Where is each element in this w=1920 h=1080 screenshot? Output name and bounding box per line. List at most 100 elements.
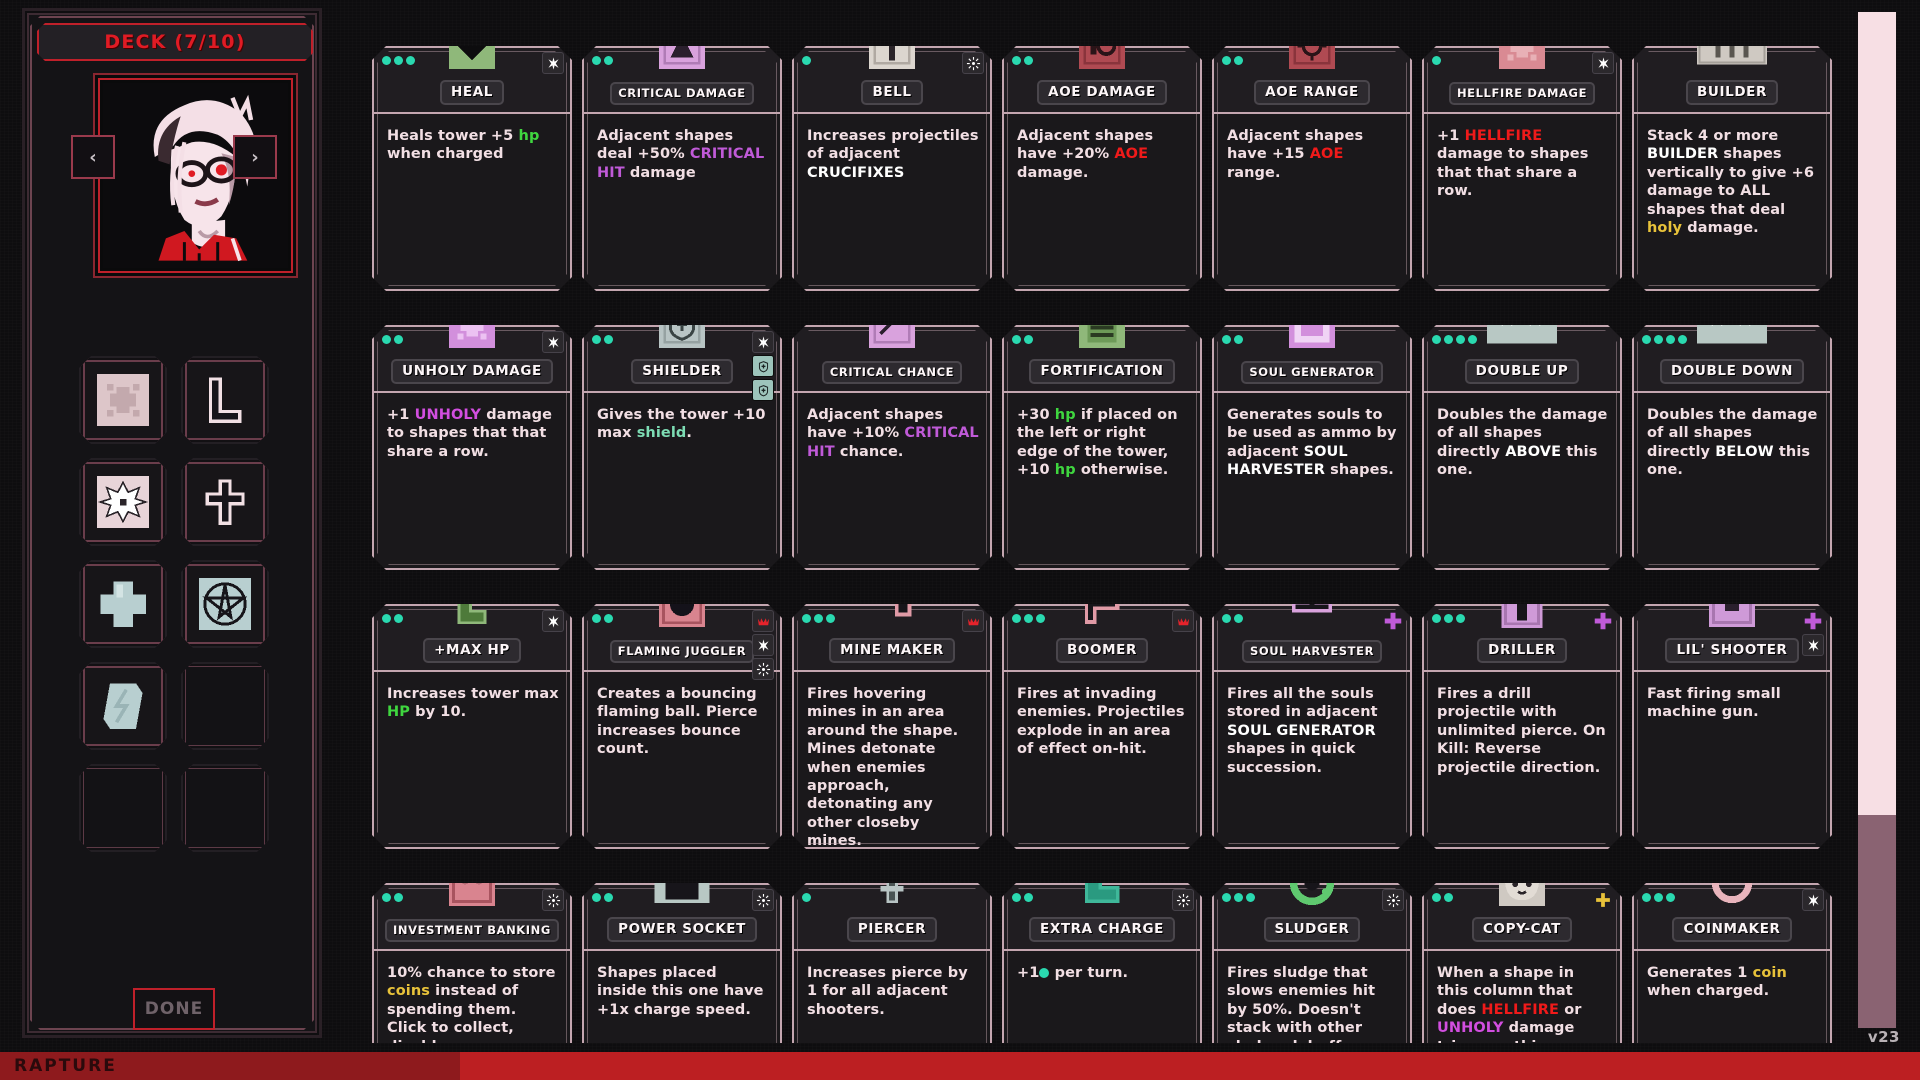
builder-bars-grey-icon xyxy=(1697,26,1767,66)
sunburst-icon[interactable] xyxy=(752,889,774,911)
card[interactable]: FORTIFICATION +30 hp if placed on the lef… xyxy=(1002,325,1202,570)
card-title: MINE MAKER xyxy=(829,638,955,663)
card[interactable]: SOUL GENERATOR Generates souls to be used… xyxy=(1212,325,1412,570)
cost-pips xyxy=(1642,893,1675,902)
card[interactable]: +MAX HP Increases tower max HP by 10. xyxy=(372,604,572,849)
crucifix-grey-icon xyxy=(869,23,915,69)
shape-slot-pentagram[interactable] xyxy=(181,560,269,648)
cat-grey-icon xyxy=(1499,860,1545,906)
card[interactable]: MINE MAKER Fires hovering mines in an are… xyxy=(792,604,992,849)
card[interactable]: DOUBLE DOWN Doubles the damage of all sha… xyxy=(1632,325,1832,570)
card-title: HEAL xyxy=(440,80,504,105)
card-description: +1 UNHOLY damage to shapes that that sha… xyxy=(387,407,553,460)
card[interactable]: PIERCER Increases pierce by 1 for all adj… xyxy=(792,883,992,1043)
shape-slot-plus[interactable] xyxy=(79,560,167,648)
cost-pips xyxy=(1432,893,1453,902)
plus-icon[interactable] xyxy=(1802,610,1824,632)
portrait-prev-button[interactable]: ‹ xyxy=(71,135,115,179)
card[interactable]: CRITICAL CHANCE Adjacent shapes have +10%… xyxy=(792,325,992,570)
star-icon[interactable] xyxy=(752,634,774,656)
card[interactable]: DRILLER Fires a drill projectile with unl… xyxy=(1422,604,1622,849)
sunburst-icon[interactable] xyxy=(752,658,774,680)
card-description: Generates 1 coin when charged. xyxy=(1647,965,1787,1000)
card[interactable]: BUILDER Stack 4 or more BUILDER shapes ve… xyxy=(1632,46,1832,291)
star-icon[interactable] xyxy=(1592,52,1614,74)
card[interactable]: SOUL HARVESTER Fires all the souls stored… xyxy=(1212,604,1412,849)
card-title: UNHOLY DAMAGE xyxy=(391,359,553,384)
crown-icon[interactable] xyxy=(752,610,774,632)
card[interactable]: COINMAKER Generates 1 coin when charged. xyxy=(1632,883,1832,1043)
shape-slot-builder[interactable] xyxy=(79,356,167,444)
card[interactable]: AOE DAMAGE Adjacent shapes have +20% AOE … xyxy=(1002,46,1202,291)
star-icon[interactable] xyxy=(542,52,564,74)
crown-icon[interactable] xyxy=(1172,610,1194,632)
sunburst-icon[interactable] xyxy=(1172,889,1194,911)
shield-icon[interactable] xyxy=(752,355,774,377)
card[interactable]: SHIELDER Gives the tower +10 max shield. xyxy=(582,325,782,570)
card-title: DOUBLE UP xyxy=(1465,359,1580,384)
card[interactable]: LIL' SHOOTER Fast firing small machine gu… xyxy=(1632,604,1832,849)
cost-pip xyxy=(1222,893,1231,902)
star-icon[interactable] xyxy=(1802,634,1824,656)
card[interactable]: DOUBLE UP Doubles the damage of all shape… xyxy=(1422,325,1622,570)
cost-pip xyxy=(394,335,403,344)
card-header: COPY-CAT xyxy=(1424,885,1620,951)
cost-pip xyxy=(604,614,613,623)
done-button[interactable]: DONE xyxy=(133,988,215,1030)
card-badges xyxy=(752,889,774,911)
shape-slot-spiked-ball[interactable] xyxy=(79,458,167,546)
card[interactable]: AOE RANGE Adjacent shapes have +15 AOE ra… xyxy=(1212,46,1412,291)
card[interactable]: CRITICAL DAMAGE Adjacent shapes deal +50%… xyxy=(582,46,782,291)
card[interactable]: BOOMER Fires at invading enemies. Project… xyxy=(1002,604,1202,849)
coin-icon[interactable] xyxy=(1592,889,1614,911)
card[interactable]: EXTRA CHARGE +1 per turn. xyxy=(1002,883,1202,1043)
card-description: Increases tower max HP by 10. xyxy=(387,686,559,721)
vertical-scrollbar-track[interactable] xyxy=(1858,12,1896,1028)
card[interactable]: BELL Increases projectiles of adjacent CR… xyxy=(792,46,992,291)
cost-pip xyxy=(592,893,601,902)
card-header: DOUBLE UP xyxy=(1424,327,1620,393)
sunburst-icon[interactable] xyxy=(1382,889,1404,911)
card-title: BUILDER xyxy=(1686,80,1778,105)
card-title: SHIELDER xyxy=(631,359,733,384)
cost-pips xyxy=(1012,335,1033,344)
cost-pip xyxy=(382,335,391,344)
plus-icon[interactable] xyxy=(1382,610,1404,632)
card[interactable]: INVESTMENT BANKING 10% chance to store co… xyxy=(372,883,572,1043)
card[interactable]: HELLFIRE DAMAGE +1 HELLFIRE damage to sha… xyxy=(1422,46,1622,291)
star-icon[interactable] xyxy=(1802,889,1824,911)
sunburst-icon[interactable] xyxy=(962,52,984,74)
shape-slot-l-piece[interactable] xyxy=(181,356,269,444)
card-badges xyxy=(1592,52,1614,74)
shape-slot-empty-1[interactable] xyxy=(181,662,269,750)
card[interactable]: FLAMING JUGGLER Creates a bouncing flamin… xyxy=(582,604,782,849)
star-icon[interactable] xyxy=(542,610,564,632)
card[interactable]: COPY-CAT When a shape in this column that… xyxy=(1422,883,1622,1043)
card[interactable]: UNHOLY DAMAGE +1 UNHOLY damage to shapes … xyxy=(372,325,572,570)
cost-pip xyxy=(1666,335,1675,344)
card-badges xyxy=(542,52,564,74)
shape-slot-empty-2[interactable] xyxy=(79,764,167,852)
pentagram-shape xyxy=(199,578,251,630)
vertical-scrollbar-thumb[interactable] xyxy=(1858,12,1896,815)
card[interactable]: SLUDGER Fires sludge that slows enemies h… xyxy=(1212,883,1412,1043)
shape-slot-bolt[interactable] xyxy=(79,662,167,750)
portrait-next-button[interactable]: › xyxy=(233,135,277,179)
card[interactable]: HEAL Heals tower +5 hp when charged xyxy=(372,46,572,291)
card[interactable]: POWER SOCKET Shapes placed inside this on… xyxy=(582,883,782,1043)
card-header: UNHOLY DAMAGE xyxy=(374,327,570,393)
cost-pips xyxy=(1222,893,1255,902)
builder-block-shape xyxy=(97,374,149,426)
star-icon[interactable] xyxy=(752,331,774,353)
shape-slot-empty-3[interactable] xyxy=(181,764,269,852)
card-description: Stack 4 or more BUILDER shapes verticall… xyxy=(1647,128,1815,237)
bottom-status-bar: RAPTURE xyxy=(0,1052,1920,1080)
shape-slot-crucifix[interactable] xyxy=(181,458,269,546)
card-description: Shapes placed inside this one have +1x c… xyxy=(597,965,764,1018)
card-badges xyxy=(1592,610,1614,632)
plus-icon[interactable] xyxy=(1592,610,1614,632)
sunburst-icon[interactable] xyxy=(542,889,564,911)
star-icon[interactable] xyxy=(542,331,564,353)
shield-icon[interactable] xyxy=(752,379,774,401)
crown-icon[interactable] xyxy=(962,610,984,632)
